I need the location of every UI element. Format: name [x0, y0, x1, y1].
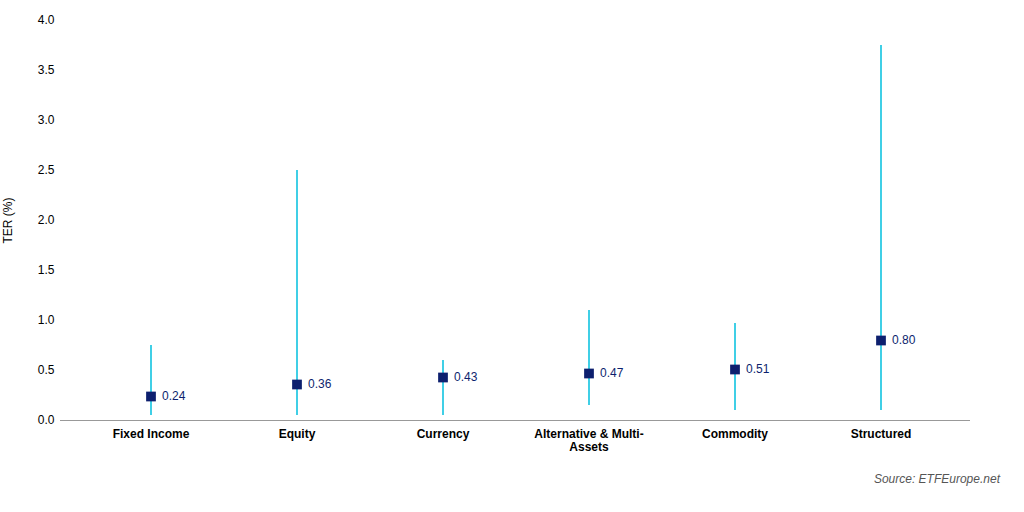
svg-text:Structured: Structured: [851, 427, 912, 441]
svg-text:Equity: Equity: [279, 427, 316, 441]
svg-text:2.5: 2.5: [38, 163, 55, 177]
svg-text:0.43: 0.43: [454, 370, 478, 384]
svg-text:Commodity: Commodity: [702, 427, 768, 441]
svg-text:3.0: 3.0: [38, 113, 55, 127]
svg-text:4.0: 4.0: [38, 13, 55, 27]
html-text:Source: ETFEurope.net: Source: ETFEurope.net: [873, 472, 1000, 486]
svg-text:1.5: 1.5: [38, 263, 55, 277]
svg-text:Fixed Income: Fixed Income: [113, 427, 190, 441]
svg-text:Currency: Currency: [417, 427, 470, 441]
svg-text:1.0: 1.0: [38, 313, 55, 327]
svg-text:0.0: 0.0: [38, 413, 55, 427]
svg-text:0.80: 0.80: [892, 333, 916, 347]
svg-text:0.5: 0.5: [38, 363, 55, 377]
svg-text:0.36: 0.36: [308, 377, 332, 391]
svg-text:0.47: 0.47: [600, 366, 624, 380]
svg-text:2.0: 2.0: [38, 213, 55, 227]
svg-text:0.51: 0.51: [746, 362, 770, 376]
svg-text:Alternative & Multi-Assets: Alternative & Multi-Assets: [534, 427, 643, 454]
svg-text:0.24: 0.24: [162, 389, 186, 403]
svg-text:3.5: 3.5: [38, 63, 55, 77]
svg-text:TER (%): TER (%): [1, 198, 15, 244]
